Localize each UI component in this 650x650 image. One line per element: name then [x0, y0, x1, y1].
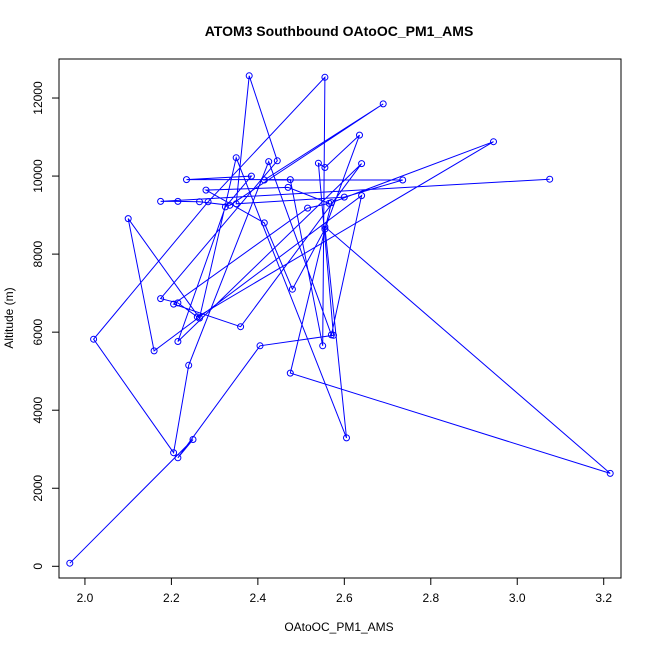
- data-point: [314, 159, 322, 167]
- data-point: [193, 313, 201, 321]
- data-point: [606, 469, 614, 477]
- data-point: [399, 176, 407, 184]
- data-point: [356, 131, 363, 139]
- data-point: [490, 138, 497, 146]
- data-point: [358, 160, 366, 168]
- data-point: [327, 199, 335, 207]
- x-tick-label: 2.6: [336, 591, 353, 605]
- data-point: [204, 198, 212, 206]
- x-tick-label: 2.4: [250, 591, 267, 605]
- data-point: [260, 176, 268, 184]
- series-layer: [66, 72, 614, 567]
- data-point: [286, 176, 294, 184]
- series-line: [69, 75, 611, 564]
- data-point: [340, 193, 348, 201]
- data-point: [174, 197, 182, 205]
- data-point: [174, 454, 182, 462]
- data-point: [185, 361, 193, 369]
- data-point: [170, 449, 178, 457]
- y-tick-label: 8000: [31, 240, 45, 267]
- data-point: [226, 201, 234, 209]
- x-tick-label: 2.2: [163, 591, 180, 605]
- y-tick-label: 6000: [31, 318, 45, 345]
- data-point: [343, 434, 350, 442]
- data-point: [304, 204, 312, 212]
- y-tick-label: 0: [31, 563, 45, 570]
- x-tick-label: 3.0: [509, 591, 526, 605]
- data-point: [232, 154, 240, 162]
- x-tick-label: 2.0: [77, 591, 94, 605]
- y-tick-label: 2000: [31, 475, 45, 502]
- data-point: [232, 200, 240, 208]
- data-point: [327, 331, 335, 339]
- x-tick-label: 3.2: [595, 591, 612, 605]
- data-point: [183, 176, 190, 184]
- data-point: [157, 295, 165, 303]
- data-point: [265, 158, 273, 166]
- data-point: [321, 223, 329, 231]
- data-point: [245, 72, 253, 80]
- data-point: [174, 338, 182, 345]
- data-point: [157, 197, 165, 205]
- data-point: [358, 192, 366, 200]
- data-point: [170, 300, 178, 308]
- data-point: [247, 172, 255, 180]
- x-axis-label: OAtoOC_PM1_AMS: [284, 620, 393, 634]
- data-point: [174, 299, 182, 307]
- x-tick-label: 2.8: [422, 591, 439, 605]
- y-axis: 0 2000 4000 6000 8000 10000 12000: [31, 81, 60, 570]
- chart-title: ATOM3 Southbound OAtoOC_PM1_AMS: [205, 23, 474, 39]
- data-point: [321, 225, 329, 233]
- plot-frame: [58, 58, 622, 579]
- data-point: [321, 73, 329, 81]
- data-point: [189, 436, 197, 443]
- data-point: [202, 186, 210, 194]
- data-point: [237, 323, 245, 331]
- data-point: [221, 203, 229, 211]
- y-tick-label: 4000: [31, 397, 45, 424]
- data-point: [284, 183, 292, 191]
- data-point: [256, 342, 264, 350]
- data-point: [273, 157, 281, 165]
- data-point: [286, 369, 294, 377]
- data-point: [150, 347, 158, 355]
- y-tick-label: 12000: [31, 81, 45, 115]
- data-point: [288, 285, 296, 293]
- data-point: [124, 215, 132, 223]
- data-point: [379, 100, 387, 108]
- y-axis-label: Altitude (m): [2, 287, 16, 348]
- data-point: [546, 175, 554, 183]
- data-point: [196, 198, 203, 206]
- data-point: [260, 219, 268, 227]
- data-point: [66, 559, 74, 567]
- y-tick-label: 10000: [31, 159, 45, 193]
- data-point: [319, 342, 327, 350]
- data-point: [90, 335, 98, 343]
- data-point: [321, 164, 329, 171]
- x-axis: 2.0 2.2 2.4 2.6 2.8 3.0 3.2: [77, 577, 612, 605]
